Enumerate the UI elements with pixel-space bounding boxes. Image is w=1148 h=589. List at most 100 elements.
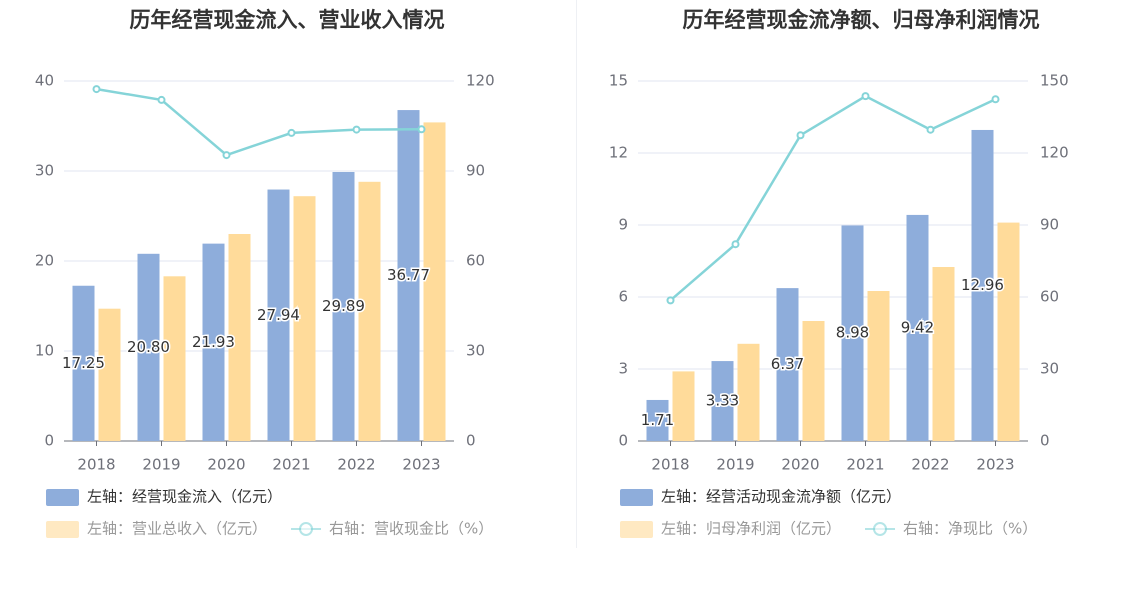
y-left-tick-label: 9 bbox=[618, 216, 628, 234]
bar-data-label: 9.42 bbox=[901, 318, 934, 336]
x-tick-label: 2023 bbox=[976, 456, 1014, 474]
y-right-tick-label: 120 bbox=[1040, 144, 1069, 162]
chart-canvas: 03691215030609012015020181.7120193.33202… bbox=[609, 72, 1069, 538]
legend-swatch-bar-primary[interactable] bbox=[46, 489, 79, 506]
legend-label: 左轴：经营现金流入（亿元） bbox=[87, 488, 282, 506]
bar-cash-inflow bbox=[397, 110, 420, 441]
bar-data-label: 17.25 bbox=[62, 354, 105, 372]
bar-cash-inflow bbox=[267, 189, 290, 441]
bar-net-profit bbox=[997, 222, 1020, 441]
legend-label: 左轴：归母净利润（亿元） bbox=[661, 520, 841, 538]
bar-revenue bbox=[163, 276, 186, 441]
x-tick-label: 2020 bbox=[781, 456, 819, 474]
y-right-tick-label: 90 bbox=[1040, 216, 1059, 234]
bar-data-label: 8.98 bbox=[836, 324, 869, 342]
legend-label: 右轴：净现比（%） bbox=[903, 520, 1037, 538]
ratio-point bbox=[731, 240, 740, 249]
bar-data-label: 12.96 bbox=[961, 276, 1004, 294]
bar-net-cash-flow bbox=[776, 288, 799, 441]
bar-cash-inflow bbox=[202, 243, 225, 441]
chart-title: 历年经营现金流入、营业收入情况 bbox=[129, 8, 445, 32]
bar-data-label: 20.80 bbox=[127, 338, 170, 356]
y-right-tick-label: 60 bbox=[1040, 288, 1059, 306]
legend-label: 右轴：营收现金比（%） bbox=[329, 520, 493, 538]
bar-net-profit bbox=[867, 291, 890, 441]
bar-data-label: 3.33 bbox=[706, 392, 739, 410]
bar-cash-inflow bbox=[72, 285, 95, 441]
panel-divider bbox=[576, 0, 577, 548]
y-right-tick-label: 0 bbox=[466, 432, 476, 450]
bar-net-cash-flow bbox=[711, 361, 734, 441]
bar-revenue bbox=[98, 308, 121, 441]
bar-data-label: 36.77 bbox=[387, 266, 430, 284]
y-right-tick-label: 60 bbox=[466, 252, 485, 270]
x-tick-label: 2021 bbox=[272, 456, 310, 474]
ratio-line bbox=[96, 87, 422, 157]
y-left-tick-label: 0 bbox=[618, 432, 628, 450]
ratio-point bbox=[991, 95, 1000, 104]
y-left-tick-label: 30 bbox=[35, 162, 54, 180]
x-tick-label: 2019 bbox=[142, 456, 180, 474]
bar-net-cash-flow bbox=[906, 214, 929, 441]
bar-net-cash-flow bbox=[841, 225, 864, 441]
bar-data-label: 1.71 bbox=[641, 411, 674, 429]
ratio-point bbox=[157, 95, 166, 104]
ratio-point bbox=[92, 85, 101, 94]
bar-net-profit bbox=[737, 343, 760, 441]
ratio-point bbox=[796, 131, 805, 140]
chart-panel-cash-inflow-revenue: 历年经营现金流入、营业收入情况 0 10 20 30 40 0 30 60 90 120 2018 1… bbox=[35, 8, 495, 538]
bar-revenue bbox=[293, 196, 316, 441]
x-tick-label: 2023 bbox=[402, 456, 440, 474]
y-right-tick-label: 120 bbox=[466, 72, 495, 90]
x-tick-label: 2018 bbox=[77, 456, 115, 474]
chart-panel-net-cash-flow-profit: 历年经营现金流净额、归母净利润情况 0 3 6 9 12 15 0 30 60 90 120 150 2… bbox=[574, 0, 1148, 589]
legend-swatch-bar-primary[interactable] bbox=[620, 489, 653, 506]
y-right-tick-label: 90 bbox=[466, 162, 485, 180]
ratio-line bbox=[669, 94, 997, 302]
x-tick-label: 2019 bbox=[716, 456, 754, 474]
y-left-tick-label: 10 bbox=[35, 342, 54, 360]
ratio-point bbox=[926, 125, 935, 134]
legend: 左轴：经营活动现金流净额（亿元） 左轴：归母净利润（亿元） 右轴：净现比（%） bbox=[620, 488, 1037, 538]
bar-net-cash-flow bbox=[971, 129, 994, 441]
y-left-tick-label: 12 bbox=[609, 144, 628, 162]
y-left-tick-label: 6 bbox=[618, 288, 628, 306]
ratio-point bbox=[287, 128, 296, 137]
ratio-point bbox=[417, 125, 426, 134]
bar-data-label: 21.93 bbox=[192, 333, 235, 351]
y-right-tick-label: 0 bbox=[1040, 432, 1050, 450]
legend: 左轴：经营现金流入（亿元） 左轴：营业总收入（亿元） 右轴：营收现金比（%） bbox=[46, 488, 493, 538]
bar-net-profit bbox=[802, 321, 825, 441]
y-left-tick-label: 20 bbox=[35, 252, 54, 270]
x-tick-label: 2022 bbox=[911, 456, 949, 474]
legend-swatch-line-marker bbox=[873, 522, 888, 536]
legend-label: 左轴：经营活动现金流净额（亿元） bbox=[661, 488, 901, 506]
x-tick-label: 2021 bbox=[846, 456, 884, 474]
bar-revenue bbox=[358, 181, 381, 442]
bar-revenue bbox=[228, 234, 251, 441]
bar-data-label: 6.37 bbox=[771, 355, 804, 373]
y-left-tick-label: 0 bbox=[44, 432, 54, 450]
legend-swatch-bar-secondary[interactable] bbox=[620, 521, 653, 538]
bar-net-profit bbox=[672, 371, 695, 441]
y-left-tick-label: 40 bbox=[35, 72, 54, 90]
y-left-tick-label: 3 bbox=[618, 360, 628, 378]
x-tick-label: 2018 bbox=[651, 456, 689, 474]
y-right-tick-label: 30 bbox=[466, 342, 485, 360]
ratio-point bbox=[352, 125, 361, 134]
y-right-tick-label: 30 bbox=[1040, 360, 1059, 378]
y-right-tick-label: 150 bbox=[1040, 72, 1069, 90]
bar-revenue bbox=[423, 122, 446, 442]
legend-label: 左轴：营业总收入（亿元） bbox=[87, 520, 267, 538]
x-tick-label: 2022 bbox=[337, 456, 375, 474]
bar-cash-inflow bbox=[332, 171, 355, 442]
chart-canvas: 0 10 20 30 40 0 30 60 90 120 2018 17.25 2019 20.80 202… bbox=[35, 72, 495, 538]
bar-cash-inflow bbox=[137, 253, 160, 441]
legend-swatch-line-marker bbox=[299, 522, 314, 536]
bar-net-cash-flow bbox=[646, 399, 669, 441]
bar-net-profit bbox=[932, 267, 955, 441]
y-left-tick-label: 15 bbox=[609, 72, 628, 90]
legend-swatch-bar-secondary[interactable] bbox=[46, 521, 79, 538]
ratio-point bbox=[666, 296, 675, 305]
bar-data-label: 27.94 bbox=[257, 306, 300, 324]
